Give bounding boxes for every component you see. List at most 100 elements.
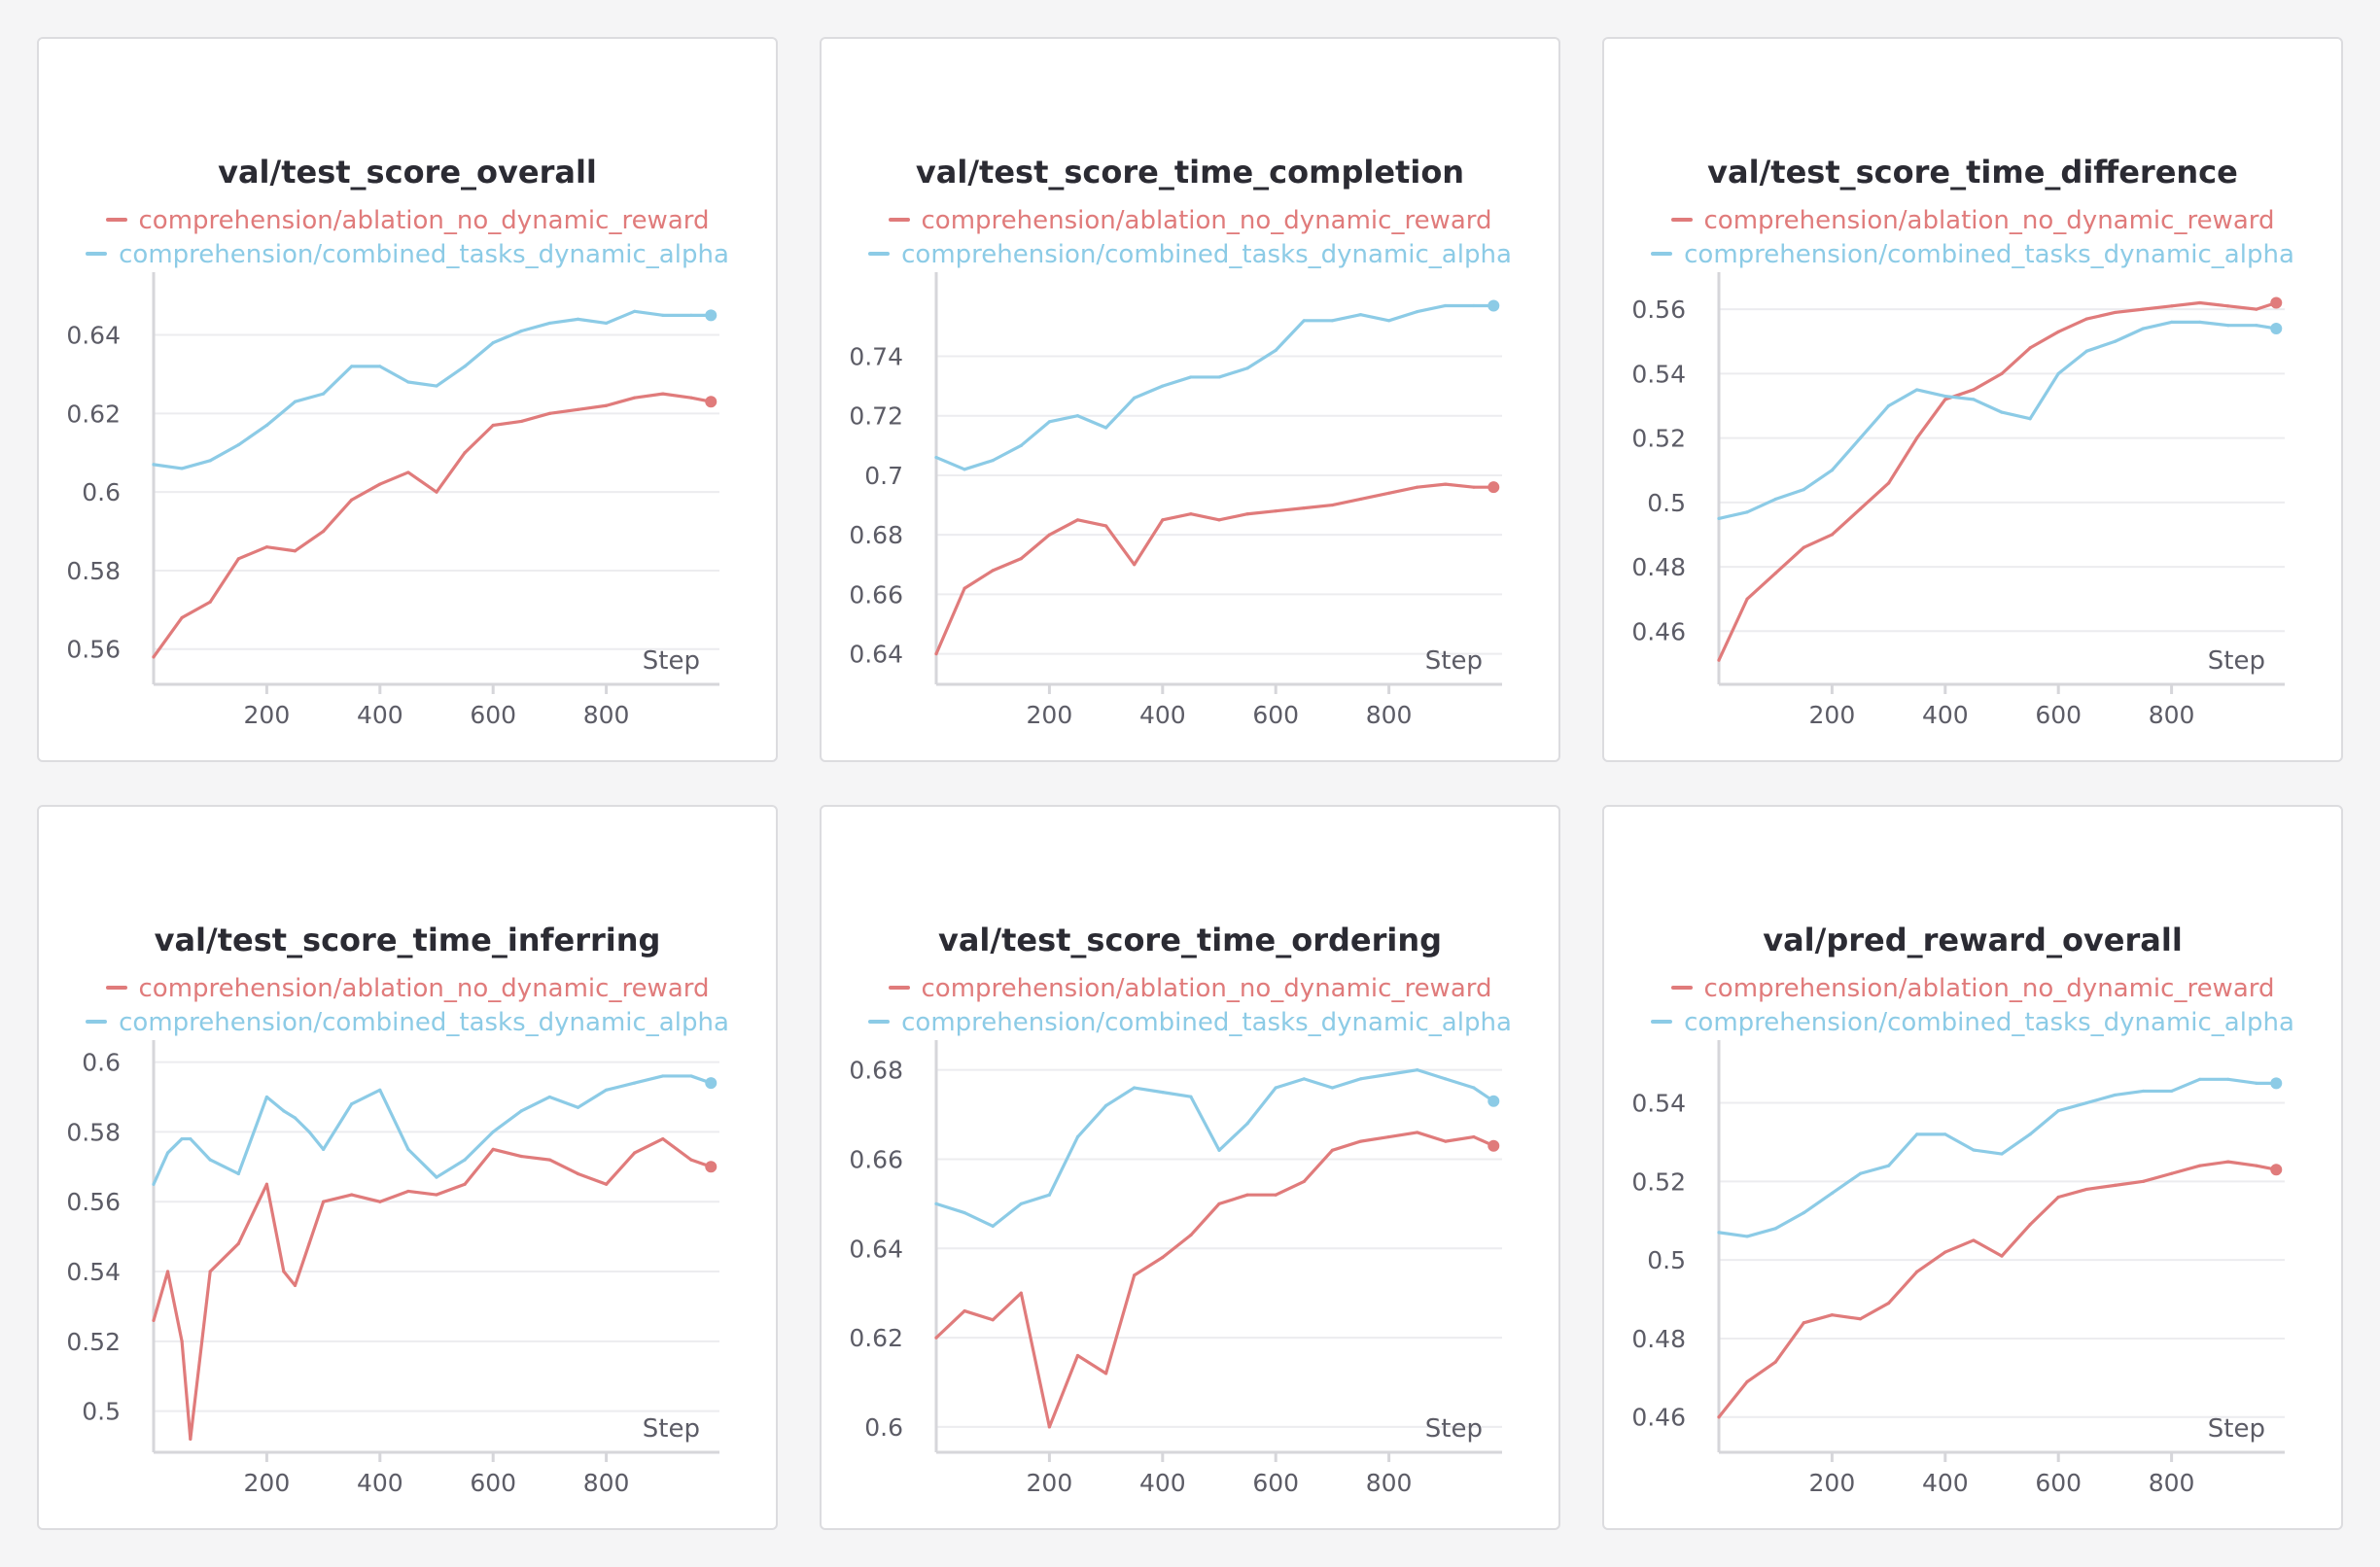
data-point [1943,398,1947,401]
y-tick-label: 0.48 [1631,1325,1686,1353]
line-plot[interactable]: 0.64 0.66 0.68 0.7 0.72 0.74 200 400 600 800 Step [822,39,1562,764]
series-line-combined[interactable] [152,1074,713,1186]
line-plot[interactable]: 0.46 0.48 0.5 0.52 0.54 200 400 600 800 Step [1604,807,2345,1532]
x-tick-label: 400 [1139,1469,1186,1497]
data-point [1773,1227,1777,1231]
chart-panel[interactable]: val/test_score_overall comprehension/abla… [37,37,778,762]
data-point [293,1283,298,1287]
data-point [661,313,665,317]
legend-item[interactable]: comprehension/ablation_no_dynamic_reward [822,974,1558,1003]
data-point [1302,1179,1306,1184]
data-point [1830,1191,1834,1196]
legend-item[interactable]: comprehension/combined_tasks_dynamic_alp… [1604,240,2341,269]
y-tick-label: 0.5 [82,1398,121,1426]
data-point [1274,348,1278,352]
data-point [934,1201,938,1205]
chart-panel[interactable]: val/pred_reward_overall comprehension/abl… [1602,805,2343,1530]
legend-item[interactable]: comprehension/combined_tasks_dynamic_alp… [1604,1008,2341,1037]
data-point [1302,1077,1306,1081]
data-point [435,490,438,494]
legend-label: comprehension/ablation_no_dynamic_reward [921,206,1492,235]
data-point [2141,307,2146,311]
data-point [1972,398,1976,401]
legend-item[interactable]: comprehension/combined_tasks_dynamic_alp… [39,1008,776,1037]
data-point [519,329,523,333]
series-line-combined[interactable] [934,1068,1495,1228]
series-line-ablation[interactable] [934,482,1495,656]
data-point [152,1182,156,1186]
legend-item[interactable]: comprehension/combined_tasks_dynamic_alp… [39,240,776,269]
legend-swatch [1670,217,1693,222]
series-line-ablation[interactable] [152,392,713,659]
legend-item[interactable]: comprehension/ablation_no_dynamic_reward [39,206,776,235]
data-point [1472,1134,1476,1139]
data-point [1858,1317,1863,1321]
data-point [547,411,552,415]
y-tick-label: 0.56 [1631,296,1686,324]
y-tick-label: 0.64 [849,1235,903,1263]
line-plot[interactable]: 0.5 0.52 0.54 0.56 0.58 0.6 200 400 600 800 Step [39,807,780,1532]
chart-panel[interactable]: val/test_score_time_difference comprehens… [1602,37,2343,762]
data-point [491,1147,495,1151]
data-point [1416,1131,1419,1134]
data-point [1245,366,1249,370]
series-line-ablation[interactable] [152,1136,713,1442]
legend-label: comprehension/ablation_no_dynamic_reward [138,206,710,235]
data-point [2028,346,2032,350]
y-tick-label: 0.54 [1631,360,1686,388]
data-point [2198,1077,2202,1081]
chart-title: val/test_score_time_inferring [154,922,661,958]
y-tick-label: 0.52 [66,1328,121,1356]
data-point [1387,319,1391,323]
data-point [1472,1086,1476,1090]
line-plot[interactable]: 0.56 0.58 0.6 0.62 0.64 200 400 600 800 Step [39,39,780,764]
y-tick-label: 0.46 [1631,1404,1686,1432]
series-end-point [705,396,718,408]
data-point [1717,516,1721,520]
series-line-ablation[interactable] [1717,1160,2278,1419]
data-point [208,459,212,463]
legend-item[interactable]: comprehension/ablation_no_dynamic_reward [39,974,776,1003]
data-point [180,1340,184,1343]
x-tick-label: 800 [583,1469,630,1497]
data-point [1717,1231,1721,1235]
x-axis-label: Step [2208,646,2265,676]
chart-title: val/test_score_time_ordering [937,922,1443,958]
legend-item[interactable]: comprehension/ablation_no_dynamic_reward [822,206,1558,235]
line-plot[interactable]: 0.46 0.48 0.5 0.52 0.54 0.56 200 400 600 800 Step [1604,39,2345,764]
legend-item[interactable]: comprehension/ablation_no_dynamic_reward [1604,206,2341,235]
data-point [180,1136,184,1141]
data-point [1104,524,1108,528]
data-point [282,1109,286,1113]
data-point [2226,1160,2230,1164]
line-plot[interactable]: 0.6 0.62 0.64 0.66 0.68 200 400 600 800 Step [822,807,1562,1532]
data-point [2198,320,2202,324]
data-point [2255,324,2258,328]
legend-item[interactable]: comprehension/ablation_no_dynamic_reward [1604,974,2341,1003]
y-tick-label: 0.68 [849,521,903,549]
chart-panel[interactable]: val/test_score_time_ordering comprehensio… [820,805,1560,1530]
data-point [208,1158,212,1162]
data-point [2084,349,2088,353]
x-tick-label: 200 [1027,701,1073,729]
data-point [350,498,354,502]
data-point [1717,1415,1721,1419]
data-point [1745,510,1749,514]
legend-item[interactable]: comprehension/combined_tasks_dynamic_alp… [822,1008,1558,1037]
chart-panel[interactable]: val/test_score_time_inferring comprehensi… [37,805,778,1530]
series-line-ablation[interactable] [1717,300,2278,662]
series-end-point [2270,1077,2283,1090]
chart-panel[interactable]: val/test_score_time_completion comprehens… [820,37,1560,762]
legend-item[interactable]: comprehension/combined_tasks_dynamic_alp… [822,240,1558,269]
data-point [1104,426,1108,430]
data-point [1133,396,1137,400]
y-tick-label: 0.64 [849,641,903,669]
series-line-ablation[interactable] [934,1131,1495,1429]
data-point [152,1318,156,1322]
y-tick-label: 0.56 [66,1188,121,1216]
data-point [605,1088,609,1092]
x-tick-label: 200 [1809,1469,1856,1497]
data-point [1133,563,1137,567]
data-point [1717,658,1721,662]
data-point [934,455,938,460]
